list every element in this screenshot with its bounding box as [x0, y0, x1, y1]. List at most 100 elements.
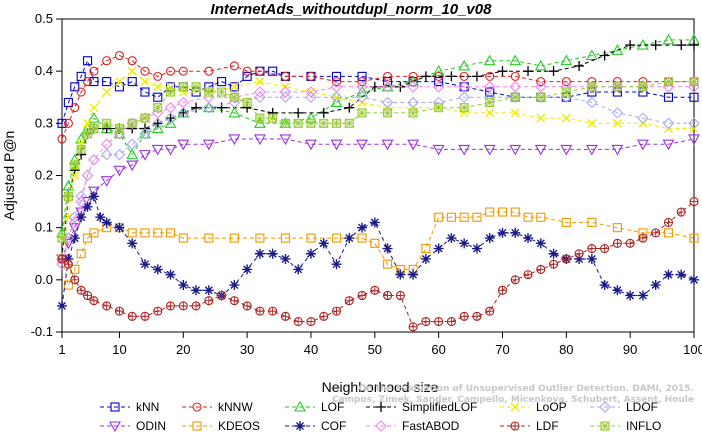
series-line-ldof — [61, 96, 694, 260]
data-point-kdeos — [204, 233, 214, 243]
data-point-inflo — [357, 108, 367, 118]
data-point-kdeos — [485, 207, 495, 217]
legend-label: KDEOS — [218, 419, 260, 433]
x-tick-label: 20 — [176, 342, 190, 357]
data-point-cof — [76, 212, 87, 223]
legend-item-inflo: INFLO — [590, 419, 661, 433]
data-point-inflo — [612, 82, 622, 92]
data-point-knnw — [229, 61, 239, 71]
watermark-line-1: On the Evaluation of Unsupervised Outlie… — [359, 384, 694, 394]
data-point-knn — [229, 82, 239, 92]
legend-label: ODIN — [136, 419, 166, 433]
data-point-kdeos — [446, 212, 456, 222]
x-tick-label: 50 — [368, 342, 382, 357]
data-point-knn — [331, 71, 342, 81]
data-point-inflo — [344, 118, 354, 128]
data-point-loop — [255, 77, 265, 87]
data-point-kdeos — [612, 223, 622, 233]
data-point-kdeos — [421, 243, 431, 254]
data-point-ldof — [407, 96, 419, 109]
data-point-knnw — [485, 71, 495, 81]
data-point-knnw — [242, 66, 252, 76]
data-point-ldof — [535, 91, 547, 104]
data-point-knnw — [280, 71, 290, 81]
data-point-kdeos — [153, 228, 163, 238]
data-point-kdeos — [434, 212, 444, 222]
data-point-ldf — [421, 317, 431, 327]
data-point-fastabod — [75, 195, 87, 208]
data-point-knnw — [153, 71, 163, 81]
data-point-odin — [253, 134, 266, 146]
data-point-fastabod — [56, 258, 68, 270]
series-line-ldf — [61, 201, 695, 328]
legend-marker — [599, 401, 611, 413]
series-lof — [56, 33, 700, 238]
data-point-odin — [688, 134, 700, 146]
data-point-simplifiedlof — [344, 102, 355, 113]
data-point-ldf — [395, 290, 405, 301]
data-point-loop — [153, 82, 163, 92]
data-point-ldof — [254, 91, 266, 104]
data-point-inflo — [89, 124, 99, 134]
data-point-ldf — [446, 317, 456, 327]
legend-marker — [375, 420, 387, 432]
data-point-simplifiedlof — [165, 113, 176, 124]
data-point-cof — [484, 233, 495, 244]
data-point-inflo — [191, 82, 201, 92]
data-point-ldof — [100, 148, 113, 161]
data-point-knn — [89, 77, 99, 87]
data-point-knn — [102, 77, 112, 87]
data-point-cof — [535, 238, 546, 249]
data-point-kdeos — [255, 233, 265, 243]
series-knn — [57, 56, 699, 128]
data-point-knnw — [82, 77, 93, 87]
data-point-inflo — [485, 97, 495, 108]
data-point-ldf — [344, 296, 354, 306]
watermark-line-2: Campos, Zimek, Sander, Campello, Micenko… — [332, 395, 694, 405]
data-point-simplifiedlof — [293, 107, 304, 118]
data-point-cof — [459, 238, 470, 249]
data-point-inflo — [102, 118, 112, 128]
legend-item-simplifiedlof: SimplifiedLOF — [366, 400, 477, 414]
data-point-cof — [548, 248, 559, 259]
data-point-inflo — [306, 118, 316, 128]
data-point-loop — [70, 171, 80, 180]
data-point-ldf — [536, 264, 546, 274]
data-point-ldf — [229, 296, 239, 306]
series-layer — [56, 33, 700, 332]
legend-item-ldof: LDOF — [590, 400, 658, 414]
legend-label: kNN — [136, 400, 159, 414]
data-point-ldf — [689, 197, 699, 207]
x-tick-label: 100 — [683, 342, 702, 357]
data-point-ldf — [178, 301, 188, 311]
legend-marker — [192, 402, 202, 412]
data-point-ldf — [663, 217, 674, 227]
data-point-loop — [229, 82, 239, 92]
data-point-knnw — [561, 77, 571, 87]
data-point-knnw — [306, 71, 316, 81]
data-point-odin — [560, 144, 573, 156]
data-point-knnw — [63, 118, 73, 128]
data-point-lof — [585, 49, 598, 61]
data-point-knn — [268, 66, 278, 76]
data-point-loop — [612, 118, 622, 128]
data-point-cof — [293, 264, 304, 275]
data-point-simplifiedlof — [191, 102, 202, 113]
data-point-knn — [140, 87, 150, 97]
data-point-kdeos — [497, 207, 508, 217]
data-point-ldof — [458, 91, 470, 104]
data-point-ldf — [574, 249, 584, 259]
data-point-simplifiedlof — [497, 66, 508, 77]
data-point-inflo — [204, 87, 214, 97]
data-point-knnw — [102, 56, 112, 66]
data-point-fastabod — [305, 86, 317, 98]
data-point-ldf — [280, 311, 290, 321]
legend-marker — [294, 400, 306, 412]
data-point-odin — [62, 238, 75, 250]
data-point-knn — [63, 97, 73, 108]
data-point-cof — [420, 253, 431, 264]
data-point-knn — [357, 71, 367, 81]
data-point-cof — [82, 201, 93, 212]
data-point-inflo — [229, 92, 239, 102]
data-point-lof — [509, 54, 522, 66]
